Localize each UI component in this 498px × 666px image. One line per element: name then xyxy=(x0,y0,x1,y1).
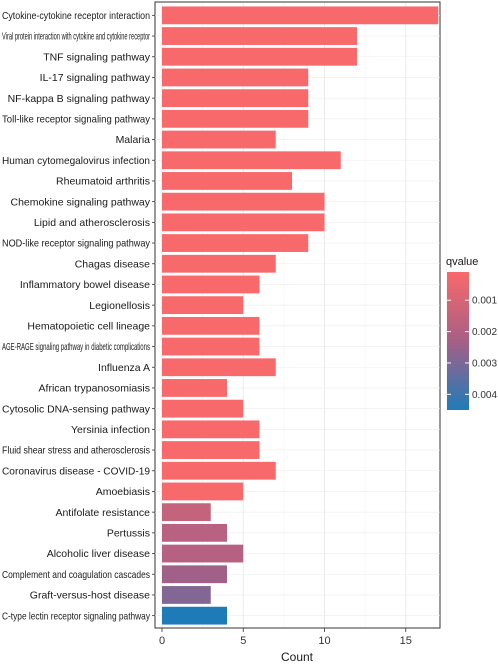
x-axis-ticks: 0 5 10 15 xyxy=(159,628,412,647)
bar xyxy=(162,47,357,66)
x-tick-label: 0 xyxy=(159,635,165,647)
category-label: Alcoholic liver disease xyxy=(47,548,150,560)
category-label: Antifolate resistance xyxy=(55,507,150,519)
bar xyxy=(162,379,227,397)
category-label: Hematopoietic cell lineage xyxy=(27,320,150,332)
x-axis-title: Count xyxy=(281,650,314,664)
bar xyxy=(162,586,211,604)
category-label: Chemokine signaling pathway xyxy=(11,196,151,208)
legend-colorbar xyxy=(447,272,469,410)
category-label: Lipid and atherosclerosis xyxy=(34,217,150,229)
category-label: Complement and coagulation cascades xyxy=(2,569,150,581)
category-label: Rheumatoid arthritis xyxy=(56,176,150,188)
bar xyxy=(162,565,227,584)
legend-tick-label: 0.003 xyxy=(472,358,497,369)
category-label: Amoebiasis xyxy=(96,486,150,498)
category-label: Human cytomegalovirus infection xyxy=(2,155,150,167)
bar xyxy=(162,544,244,563)
bar xyxy=(162,68,309,87)
category-label: C-type lectin receptor signaling pathway xyxy=(2,610,151,622)
category-label: IL-17 signaling pathway xyxy=(40,72,151,84)
bar xyxy=(162,151,341,170)
x-tick-label: 15 xyxy=(400,635,412,647)
bar xyxy=(162,130,276,149)
bar xyxy=(162,420,260,439)
category-labels: Cytokine-cytokine receptor interaction Vi… xyxy=(2,10,155,622)
bar xyxy=(162,254,276,273)
category-label: Fluid shear stress and atherosclerosis xyxy=(2,445,150,457)
bar xyxy=(162,523,227,542)
category-label: Toll-like receptor signaling pathway xyxy=(2,113,151,125)
bar xyxy=(162,172,292,190)
category-label: Malaria xyxy=(116,134,151,146)
bar xyxy=(162,503,211,522)
bar xyxy=(162,296,244,315)
bar xyxy=(162,337,260,356)
bar xyxy=(162,275,260,294)
category-label: Cytokine-cytokine receptor interaction xyxy=(2,10,150,22)
bar xyxy=(162,399,244,418)
category-label: AGE-RAGE signaling pathway in diabetic c… xyxy=(2,341,150,353)
legend-tick-label: 0.002 xyxy=(472,327,497,338)
category-label: NOD-like receptor signaling pathway xyxy=(2,238,151,250)
bar xyxy=(162,89,309,108)
bar xyxy=(162,213,325,232)
category-label: Chagas disease xyxy=(75,258,150,270)
legend-tick-label: 0.001 xyxy=(472,296,497,307)
bar xyxy=(162,606,227,625)
category-label: Cytosolic DNA-sensing pathway xyxy=(2,403,151,415)
bar xyxy=(162,27,357,45)
bars xyxy=(162,6,439,625)
category-label: Graft-versus-host disease xyxy=(30,590,150,602)
bar xyxy=(162,441,260,459)
bar xyxy=(162,6,439,25)
bar xyxy=(162,461,276,480)
x-tick-label: 10 xyxy=(318,635,330,647)
bar xyxy=(162,358,276,377)
category-label: Legionellosis xyxy=(89,300,150,312)
category-label: TNF signaling pathway xyxy=(43,51,151,63)
category-label: Influenza A xyxy=(98,362,150,374)
legend-ticks: 0.001 0.002 0.003 0.004 xyxy=(447,296,497,401)
category-label: African trypanosomiasis xyxy=(39,383,150,395)
bar xyxy=(162,316,260,335)
x-tick-label: 5 xyxy=(240,635,246,647)
category-label: Pertussis xyxy=(107,527,150,539)
bar xyxy=(162,234,309,252)
category-label: Viral protein interaction with cytokine … xyxy=(2,31,150,43)
category-label: Inflammatory bowel disease xyxy=(20,279,150,291)
category-label: Yersinia infection xyxy=(71,424,150,436)
bar xyxy=(162,192,325,211)
legend-title: qvalue xyxy=(446,256,478,268)
bar xyxy=(162,109,309,128)
legend: qvalue 0.001 0.002 0.003 0.004 xyxy=(446,256,497,410)
bar xyxy=(162,482,244,501)
legend-tick-label: 0.004 xyxy=(472,390,497,401)
category-label: Coronavirus disease - COVID-19 xyxy=(2,465,150,477)
category-label: NF-kappa B signaling pathway xyxy=(8,93,151,105)
